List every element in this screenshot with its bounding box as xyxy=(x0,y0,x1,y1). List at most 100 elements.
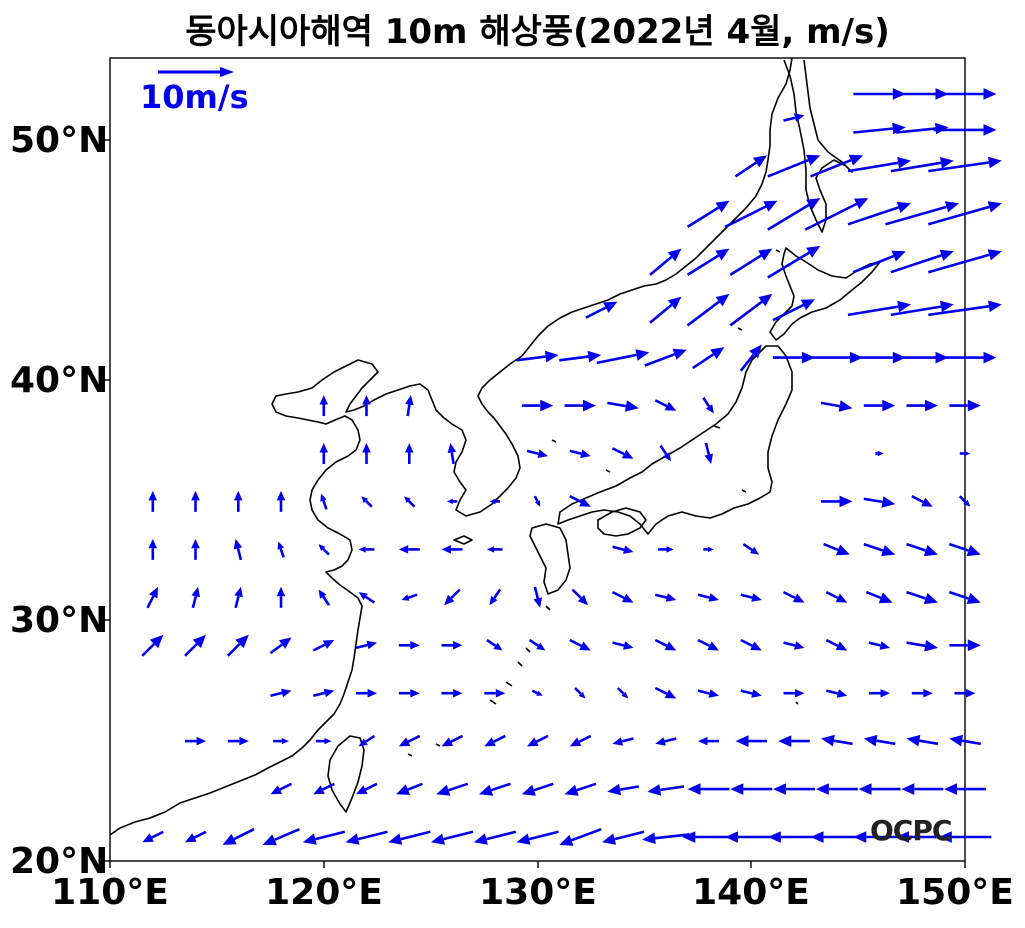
wind-vector xyxy=(191,490,200,512)
wind-vector xyxy=(686,293,730,327)
wind-vector xyxy=(355,640,377,650)
wind-vector xyxy=(767,246,821,279)
wind-vector xyxy=(644,348,687,367)
wind-vector xyxy=(697,593,719,602)
wind-vector xyxy=(521,399,554,412)
wind-vectors xyxy=(141,88,1002,846)
wind-vector xyxy=(820,400,853,412)
wind-vector xyxy=(234,586,243,609)
wind-vector xyxy=(362,443,371,464)
sakhalin-coastline xyxy=(783,59,853,233)
wind-vector xyxy=(933,88,997,100)
wind-vector xyxy=(655,737,677,746)
wind-vector xyxy=(431,830,474,845)
wind-vector xyxy=(815,783,858,795)
wind-vector xyxy=(825,689,848,698)
wind-vector xyxy=(958,495,971,507)
wind-vector xyxy=(697,638,719,651)
wind-vector xyxy=(933,351,997,364)
wind-vector xyxy=(489,588,502,606)
wind-vector xyxy=(345,830,388,845)
wind-vector xyxy=(742,543,760,555)
wind-vector xyxy=(516,350,559,363)
wind-vector xyxy=(927,201,1002,226)
wind-vector xyxy=(405,443,414,464)
wind-vector xyxy=(362,395,371,417)
wind-vector xyxy=(607,400,639,412)
wind-vector xyxy=(227,736,249,746)
wind-vector xyxy=(184,634,206,657)
y-tick-50n: 50°N xyxy=(10,120,109,161)
wind-vector xyxy=(697,689,719,698)
wind-vector xyxy=(486,638,503,651)
wind-vector xyxy=(821,495,853,508)
wind-vector xyxy=(312,640,335,652)
x-tick-110e: 110°E xyxy=(51,872,169,913)
wind-vector xyxy=(356,689,377,698)
wind-vector xyxy=(319,395,328,417)
wind-vector xyxy=(262,828,300,846)
wind-vector xyxy=(564,399,596,412)
wind-vector xyxy=(959,450,971,457)
taiwan-coastline xyxy=(327,735,365,813)
x-tick-120e: 120°E xyxy=(265,872,383,913)
wind-vector xyxy=(318,544,330,556)
wind-vector xyxy=(703,546,714,553)
wind-vector xyxy=(825,638,848,651)
wind-vector xyxy=(185,736,206,746)
wind-vector xyxy=(928,300,1002,317)
wind-vector xyxy=(783,689,805,698)
jeju-coastline xyxy=(453,535,473,545)
wind-vector xyxy=(875,450,884,457)
wind-vector xyxy=(949,399,981,412)
wind-vector xyxy=(729,248,773,277)
wind-vector xyxy=(401,593,418,601)
wind-vector xyxy=(783,113,805,122)
wind-vector xyxy=(740,689,762,698)
wind-vector xyxy=(222,828,255,845)
wind-vector xyxy=(734,155,767,178)
wind-vector xyxy=(686,248,730,277)
wind-vector xyxy=(441,545,463,554)
wind-vector xyxy=(767,154,821,178)
reference-arrow xyxy=(158,67,234,77)
wind-vector xyxy=(270,782,293,795)
wind-vector xyxy=(949,639,981,652)
wind-vector xyxy=(654,686,677,699)
wind-vector xyxy=(858,783,901,795)
wind-vector xyxy=(823,542,850,556)
wind-vector xyxy=(441,734,464,747)
wind-vector xyxy=(649,248,682,276)
wind-vector xyxy=(273,738,289,745)
wind-vector xyxy=(277,541,285,558)
wind-vector xyxy=(698,736,719,746)
ocpc-logo: OCPC xyxy=(870,814,952,847)
wind-vector xyxy=(906,542,938,557)
wind-vector xyxy=(704,442,713,464)
wind-vector xyxy=(642,832,690,844)
wind-vector xyxy=(853,122,906,135)
wind-vector xyxy=(659,444,671,462)
wind-vector xyxy=(911,495,933,507)
wind-vector xyxy=(533,586,542,608)
wind-vector xyxy=(531,689,543,696)
wind-vector xyxy=(191,586,200,609)
wind-vector xyxy=(315,738,332,745)
wind-vector xyxy=(847,157,911,173)
wind-vector xyxy=(473,830,517,845)
wind-vector xyxy=(954,689,976,698)
wind-vector xyxy=(574,687,586,699)
wind-vector xyxy=(847,201,911,226)
wind-vector xyxy=(948,590,981,604)
wind-vector xyxy=(740,593,762,602)
wind-vector xyxy=(616,687,629,699)
wind-vector xyxy=(772,299,815,322)
wind-vector xyxy=(868,641,890,650)
y-tick-20n: 20°N xyxy=(10,841,109,882)
wind-vector xyxy=(804,198,869,231)
kyushu-coastline xyxy=(529,523,571,595)
wind-vector xyxy=(863,542,896,557)
honshu-coastline xyxy=(557,345,793,535)
wind-vector xyxy=(933,124,997,136)
